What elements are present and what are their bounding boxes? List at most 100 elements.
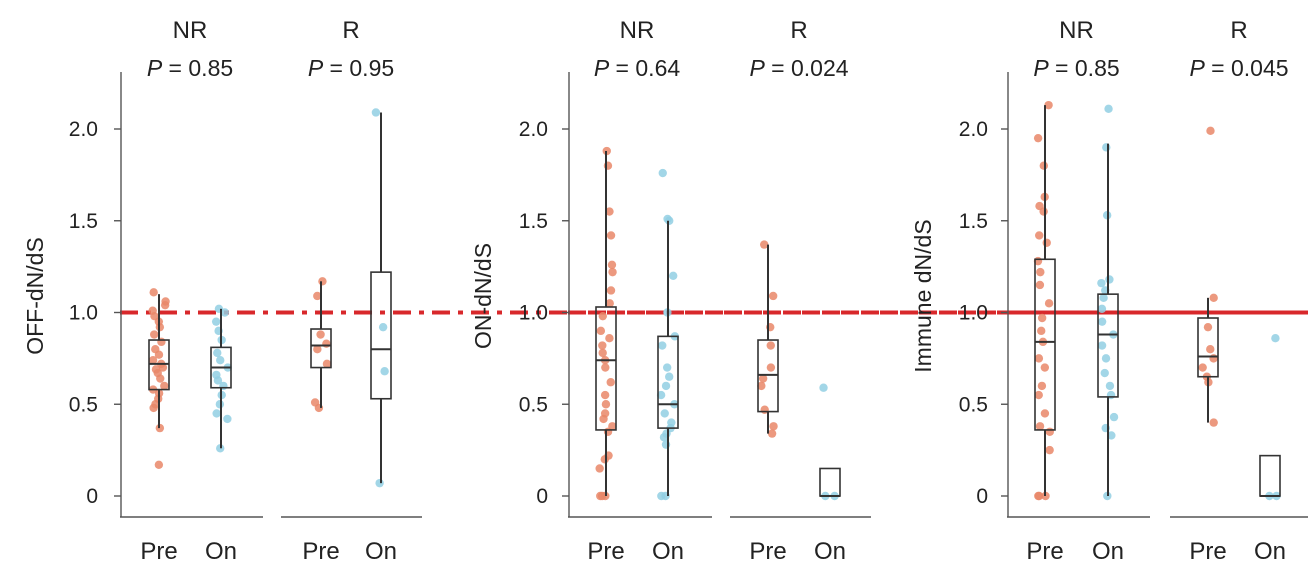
data-point — [1097, 278, 1106, 288]
data-point — [1097, 304, 1107, 314]
data-point — [665, 372, 674, 381]
data-point — [601, 400, 611, 409]
data-point — [380, 367, 389, 376]
p-value-prefix: P — [1033, 55, 1049, 81]
y-tick-label: 0 — [86, 485, 98, 508]
y-tick-label: 1.5 — [69, 210, 98, 233]
data-point — [1035, 231, 1044, 240]
data-point — [149, 288, 158, 297]
data-point — [667, 418, 676, 427]
data-point — [1105, 275, 1114, 284]
data-point — [151, 365, 161, 374]
x-category-label-pre: Pre — [587, 538, 624, 565]
y-tick-label: 0.5 — [69, 393, 98, 416]
data-point — [1097, 317, 1107, 326]
data-point — [1044, 299, 1054, 308]
box-nr-pre — [148, 288, 170, 470]
data-point — [1105, 381, 1115, 391]
y-axis-label: Immune dN/dS — [910, 219, 936, 372]
data-point — [1271, 333, 1280, 343]
data-point — [316, 330, 325, 339]
data-point — [215, 400, 225, 409]
group-label-r: R — [1230, 17, 1247, 44]
data-point — [1034, 390, 1043, 400]
data-point — [1109, 412, 1119, 422]
data-point — [1035, 201, 1044, 211]
box-iqr — [819, 467, 841, 497]
p-value-number: = 0.95 — [323, 55, 394, 81]
data-point — [768, 291, 778, 301]
data-point — [600, 409, 610, 418]
data-point — [216, 356, 225, 365]
data-point — [1044, 100, 1053, 110]
x-category-label-pre: Pre — [302, 538, 339, 565]
data-point — [211, 317, 221, 326]
data-point — [819, 383, 828, 392]
data-point — [606, 231, 616, 240]
data-point — [767, 429, 777, 438]
data-point — [1206, 126, 1215, 136]
data-point — [1034, 491, 1043, 501]
data-point — [661, 381, 671, 391]
y-tick-label: 2.0 — [959, 118, 988, 141]
x-category-label-on: On — [814, 538, 846, 565]
box-nr-on — [1097, 104, 1119, 501]
data-point — [598, 311, 607, 321]
box-nr-pre — [1033, 100, 1056, 501]
data-point — [766, 363, 776, 372]
data-point — [161, 297, 170, 306]
data-point — [1037, 326, 1046, 336]
p-value: P = 0.95 — [308, 55, 394, 81]
x-category-label-pre: Pre — [1189, 538, 1226, 565]
data-point — [1045, 445, 1054, 455]
box-iqr — [1034, 258, 1056, 431]
data-point — [1042, 238, 1051, 247]
p-value-number: = 0.85 — [162, 55, 233, 81]
data-point — [596, 326, 606, 336]
data-point — [658, 168, 667, 178]
group-label-r: R — [342, 17, 359, 44]
data-point — [151, 345, 160, 354]
x-category-label-pre: Pre — [749, 538, 786, 565]
data-point — [598, 341, 607, 350]
p-value: P = 0.85 — [147, 55, 233, 81]
box-r-on — [370, 108, 392, 488]
y-tick-label: 1.5 — [519, 210, 548, 233]
y-tick-label: 2.0 — [69, 118, 98, 141]
data-point — [606, 378, 615, 387]
data-point — [1104, 104, 1113, 114]
data-point — [1209, 293, 1218, 303]
data-point — [150, 330, 159, 339]
data-point — [375, 478, 384, 488]
group-label-nr: NR — [1059, 17, 1094, 44]
x-category-label-on: On — [205, 538, 237, 565]
data-point — [154, 460, 164, 470]
y-tick-label: 2.0 — [519, 118, 548, 141]
data-point — [605, 299, 614, 308]
data-point — [596, 491, 605, 501]
box-iqr — [1259, 454, 1281, 497]
data-point — [601, 363, 610, 372]
p-value-prefix: P — [1189, 55, 1205, 81]
box-r-on — [819, 383, 841, 501]
data-point — [658, 341, 667, 350]
x-category-label-pre: Pre — [140, 538, 177, 565]
data-point — [1040, 363, 1050, 372]
p-value: P = 0.024 — [749, 55, 848, 81]
data-point — [1099, 293, 1108, 303]
data-point — [1036, 267, 1045, 277]
y-tick-label: 1.0 — [69, 302, 98, 325]
p-value-prefix: P — [594, 55, 610, 81]
data-point — [1198, 363, 1207, 372]
data-point — [600, 390, 610, 400]
p-value-number: = 0.85 — [1049, 55, 1120, 81]
y-tick-label: 0 — [536, 485, 548, 508]
p-value-number: = 0.024 — [765, 55, 849, 81]
data-point — [318, 277, 327, 286]
data-point — [758, 374, 768, 383]
